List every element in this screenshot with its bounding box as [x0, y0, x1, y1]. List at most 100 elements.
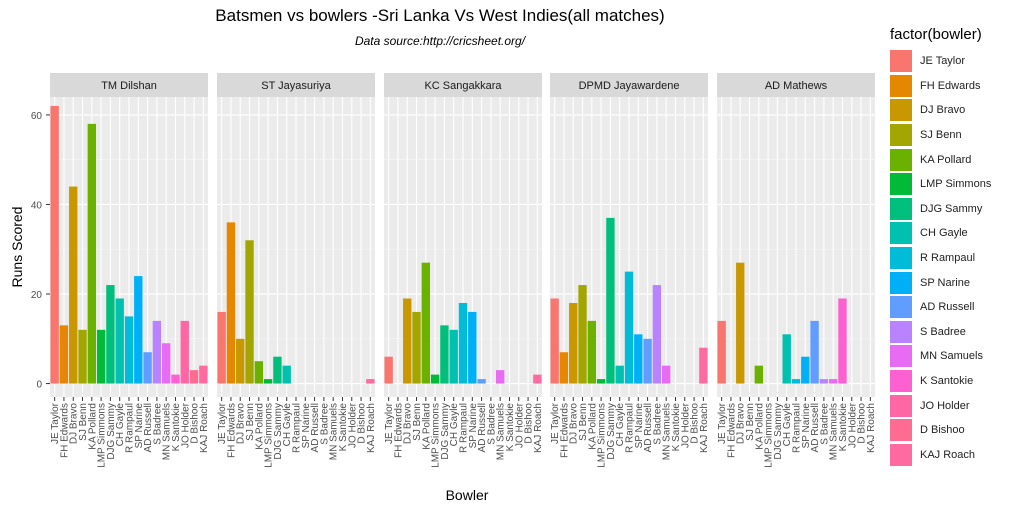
facet-strip [717, 73, 875, 97]
x-tick-label: DJ Bravo [403, 403, 414, 445]
bar [440, 325, 449, 384]
legend-label: JE Taylor [920, 55, 966, 68]
legend-item: KA Pollard [890, 147, 1020, 172]
x-tick-label: KAJ Roach [699, 403, 710, 453]
x-tick-label: MN Samuels [162, 403, 173, 460]
legend-item: JO Holder [890, 393, 1020, 418]
x-tick-label: JE Taylor [50, 402, 61, 444]
y-axis-title: Runs Scored [9, 207, 25, 288]
bar [569, 302, 578, 384]
bar [449, 329, 458, 384]
x-tick-label: S Badree [319, 403, 330, 445]
x-tick-label: SP Narine [801, 403, 812, 449]
legend-label: DJG Sammy [920, 202, 983, 215]
x-tick-label: KA Pollard [421, 403, 432, 450]
x-tick-label: LMP Simmons [764, 403, 775, 468]
legend-label: KA Pollard [920, 153, 972, 166]
legend-key [890, 124, 912, 147]
legend-key [890, 443, 912, 466]
x-tick-label: AD Russell [310, 403, 321, 452]
facet-strip [384, 73, 542, 97]
legend-key [890, 222, 912, 245]
bar [69, 186, 78, 384]
x-tick-label: AD Russell [477, 403, 488, 452]
facet-strip [217, 73, 375, 97]
x-tick-label: DJG Sammy [273, 403, 284, 460]
x-tick-label: JO Holder [514, 402, 525, 448]
bar [810, 320, 819, 384]
legend-key [890, 419, 912, 442]
bar [533, 374, 542, 384]
bar [587, 320, 597, 384]
bar [624, 271, 634, 384]
bar [606, 217, 615, 384]
x-tick-label: DJ Bravo [569, 403, 580, 445]
facet-strip [50, 73, 208, 97]
x-tick-label: S Badree [819, 403, 830, 445]
x-tick-label: JE Taylor [384, 402, 395, 444]
legend-label: KAJ Roach [920, 448, 976, 461]
legend-key [890, 173, 912, 196]
legend-title: factor(bowler) [890, 26, 982, 43]
bar [180, 320, 189, 384]
x-tick-label: R Rampaul [792, 403, 803, 453]
bar [699, 347, 708, 384]
legend-item: CH Gayle [890, 221, 1020, 246]
bar [282, 365, 291, 384]
x-tick-label: MN Samuels [662, 403, 673, 460]
x-tick-label: SJ Benn [78, 403, 89, 441]
x-tick-label: DJ Bravo [69, 403, 80, 445]
x-tick-label: SJ Benn [245, 403, 256, 441]
legend-item: KAJ Roach [890, 443, 1020, 468]
bar [124, 316, 134, 384]
legend-key [890, 148, 912, 171]
bar [458, 302, 468, 384]
bar [661, 365, 671, 384]
x-tick-label: AD Russell [810, 403, 821, 452]
legend-key [890, 345, 912, 368]
bar [366, 379, 375, 384]
x-tick-label: SP Narine [301, 403, 312, 449]
y-tick-label: 40 [31, 200, 43, 211]
x-tick-label: D Bishoo [857, 403, 868, 444]
x-tick-label: FH Edwards [59, 403, 70, 458]
bar [50, 105, 59, 384]
bar [226, 222, 236, 384]
y-tick-label: 20 [31, 290, 43, 301]
x-tick-label: KA Pollard [754, 403, 765, 450]
bar [559, 352, 569, 384]
x-tick-label: JO Holder [847, 402, 858, 448]
chart-plot: Runs Scored Bowler 0 20 40 60 TM Dilshan JE Tay… [9, 73, 877, 503]
bar [152, 320, 162, 384]
x-axis-title: Bowler [446, 487, 489, 503]
x-tick-label: D Bishoo [190, 403, 201, 444]
x-tick-label: CH Gayle [615, 403, 626, 447]
bar [477, 379, 486, 384]
bar [578, 285, 587, 384]
x-tick-label: K Santokie [505, 403, 516, 452]
legend: factor(bowler) JE Taylor FH Edwards DJ Bra… [890, 26, 1020, 467]
bar [791, 379, 801, 384]
x-tick-label: K Santokie [338, 403, 349, 452]
legend-item: D Bishoo [890, 418, 1020, 443]
x-tick-label: CH Gayle [282, 403, 293, 447]
x-tick-label: KAJ Roach [199, 403, 210, 453]
x-tick-label: DJ Bravo [236, 403, 247, 445]
facet-strip-label: DPMD Jayawardene [579, 80, 680, 92]
x-tick-label: LMP Simmons [264, 403, 275, 468]
bar [430, 374, 440, 384]
bar [254, 361, 264, 384]
x-tick-label: R Rampaul [125, 403, 136, 453]
legend-key [890, 197, 912, 220]
y-tick-label: 60 [31, 111, 43, 122]
bar [838, 298, 847, 384]
bar [245, 240, 254, 384]
x-tick-label: JE Taylor [217, 402, 228, 444]
x-tick-label: DJ Bravo [736, 403, 747, 445]
x-tick-label: CH Gayle [449, 403, 460, 447]
legend-item: SP Narine [890, 270, 1020, 295]
x-tick-label: JO Holder [680, 402, 691, 448]
legend-key [890, 394, 912, 417]
bar [801, 356, 810, 384]
legend-key [890, 74, 912, 97]
